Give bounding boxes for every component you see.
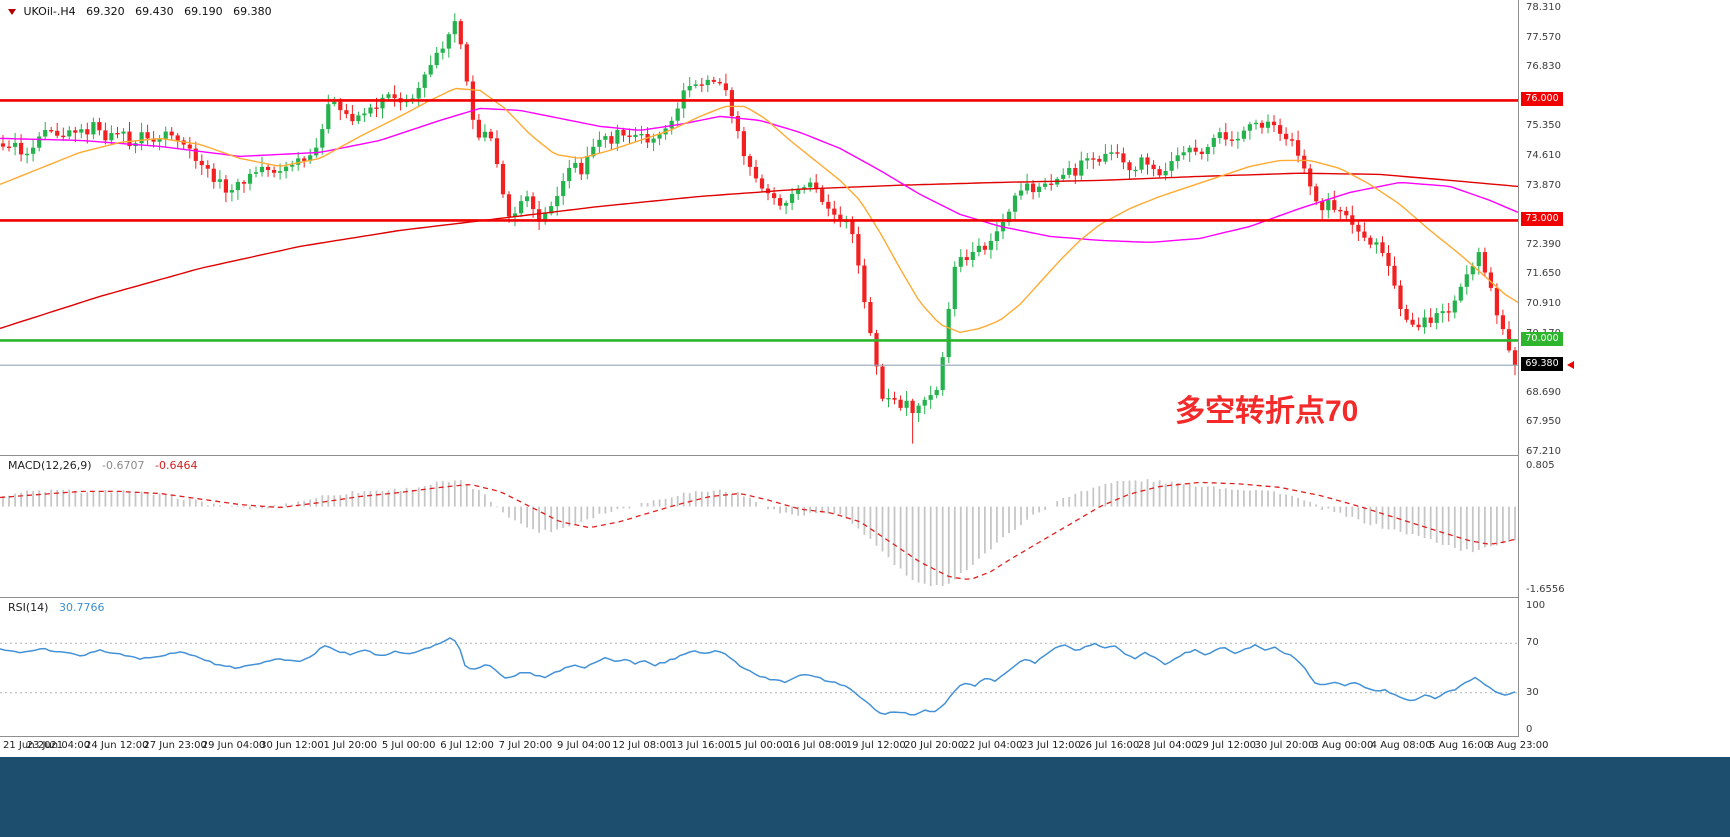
price-chart-panel[interactable]: UKOil-.H4 69.320 69.430 69.190 69.380 多空… — [0, 0, 1518, 455]
time-axis-label: 5 Aug 16:00 — [1429, 740, 1491, 751]
panel-separator[interactable] — [0, 736, 1730, 737]
panel-separator[interactable] — [0, 597, 1730, 598]
rsi-line — [0, 637, 1516, 716]
rsi-canvas — [0, 637, 1518, 716]
time-axis-label: 21 Jun 2021 — [3, 740, 64, 751]
overlay-ma-mid — [0, 107, 1518, 243]
time-axis-label: 22 Jul 04:00 — [962, 740, 1023, 751]
time-axis-label: 20 Jul 20:00 — [904, 740, 965, 751]
rsi-tick-label: 100 — [1526, 600, 1546, 611]
time-axis-label: 29 Jul 12:00 — [1196, 740, 1257, 751]
price-tick-label: 67.950 — [1526, 416, 1561, 428]
macd-canvas — [0, 479, 1518, 586]
rsi-tick-label: 30 — [1526, 686, 1539, 698]
time-axis-label: 23 Jun 04:00 — [26, 740, 91, 751]
time-axis-label: 24 Jun 12:00 — [85, 740, 149, 751]
overlay-ma-slow — [0, 172, 1518, 330]
macd-value: -0.6707 — [102, 459, 145, 472]
macd-tick-label: 0.805 — [1526, 460, 1555, 471]
price-tick-label: 78.310 — [1526, 2, 1561, 13]
time-axis-label: 7 Jul 20:00 — [498, 740, 553, 751]
rsi-tick-label: 70 — [1526, 637, 1539, 649]
macd-tick-label: -1.6556 — [1526, 584, 1565, 595]
time-axis-label: 30 Jul 20:00 — [1254, 740, 1315, 751]
time-axis-label: 4 Aug 08:00 — [1370, 740, 1432, 751]
last-price-marker-icon — [1567, 361, 1574, 370]
symbol-triangle-icon — [8, 9, 16, 15]
time-axis-label: 12 Jul 08:00 — [612, 740, 673, 751]
overlay-ma-fast — [0, 87, 1518, 334]
price-tick-label: 76.830 — [1526, 61, 1561, 73]
time-axis-label: 23 Jul 12:00 — [1020, 740, 1081, 751]
time-axis-label: 19 Jul 12:00 — [845, 740, 906, 751]
macd-header: MACD(12,26,9) -0.6707 -0.6464 — [8, 459, 197, 472]
last-price-box: 69.380 — [1521, 357, 1563, 372]
macd-signal-line — [0, 481, 1518, 580]
rsi-tick-label: 0 — [1526, 724, 1533, 735]
rsi-value: 30.7766 — [58, 601, 105, 614]
time-axis-label: 15 Jul 00:00 — [729, 740, 789, 751]
price-tick-label: 71.650 — [1526, 268, 1561, 280]
price-tick-label: 74.610 — [1526, 150, 1561, 161]
time-axis-label: 9 Jul 04:00 — [557, 740, 611, 751]
time-axis-label: 13 Jul 16:00 — [670, 740, 731, 751]
macd-indicator-panel[interactable]: MACD(12,26,9) -0.6707 -0.6464 — [0, 456, 1518, 597]
price-tick-label: 72.390 — [1526, 238, 1561, 250]
price-tick-label: 77.570 — [1526, 31, 1561, 43]
price-chart-canvas — [0, 13, 1518, 444]
price-tick-label: 68.690 — [1526, 386, 1561, 398]
ohlc-open: 69.320 — [86, 5, 125, 18]
time-axis-label: 29 Jun 04:00 — [201, 740, 266, 751]
chart-annotation: 多空转折点70 — [1175, 395, 1359, 428]
ohlc-high: 69.430 — [135, 5, 174, 18]
time-axis[interactable]: 21 Jun 2021 23 Jun 04:00 24 Jun 12:00 27 Ju… — [0, 737, 1730, 757]
time-axis-label: 1 Jul 20:00 — [323, 740, 378, 751]
panel-separator[interactable] — [0, 455, 1730, 456]
time-axis-label: 27 Jun 23:00 — [143, 740, 207, 751]
symbol-ohlc-bar: UKOil-.H4 69.320 69.430 69.190 69.380 — [8, 5, 272, 18]
price-tick-label: 67.210 — [1526, 446, 1561, 457]
level-price-box: 73.000 — [1521, 212, 1563, 227]
rsi-indicator-panel[interactable]: RSI(14) 30.7766 — [0, 598, 1518, 736]
rsi-title: RSI(14) — [8, 601, 49, 614]
time-axis-label: 6 Jul 12:00 — [440, 740, 494, 751]
time-axis-label: 5 Jul 00:00 — [381, 740, 436, 751]
time-axis-label: 8 Aug 23:00 — [1487, 740, 1549, 751]
price-scale-axis[interactable]: 78.310 77.570 76.830 75.350 74.610 73.870 72.3… — [1518, 0, 1730, 737]
bottom-taskbar — [0, 757, 1730, 837]
time-axis-label: 3 Aug 00:00 — [1312, 740, 1374, 751]
level-price-box: 70.000 — [1521, 332, 1563, 347]
macd-title: MACD(12,26,9) — [8, 459, 92, 472]
price-tick-label: 75.350 — [1526, 120, 1561, 132]
ohlc-low: 69.190 — [184, 5, 223, 18]
time-axis-label: 30 Jun 12:00 — [260, 740, 324, 751]
level-price-box: 76.000 — [1521, 92, 1563, 107]
rsi-header: RSI(14) 30.7766 — [8, 601, 104, 614]
symbol-name: UKOil-.H4 — [23, 5, 76, 18]
time-axis-label: 16 Jul 08:00 — [787, 740, 848, 751]
ohlc-close: 69.380 — [233, 5, 272, 18]
price-tick-label: 70.910 — [1526, 298, 1561, 309]
time-axis-label: 26 Jul 16:00 — [1079, 740, 1140, 751]
price-tick-label: 73.870 — [1526, 179, 1561, 191]
macd-signal-value: -0.6464 — [155, 459, 198, 472]
time-axis-label: 28 Jul 04:00 — [1137, 740, 1198, 751]
